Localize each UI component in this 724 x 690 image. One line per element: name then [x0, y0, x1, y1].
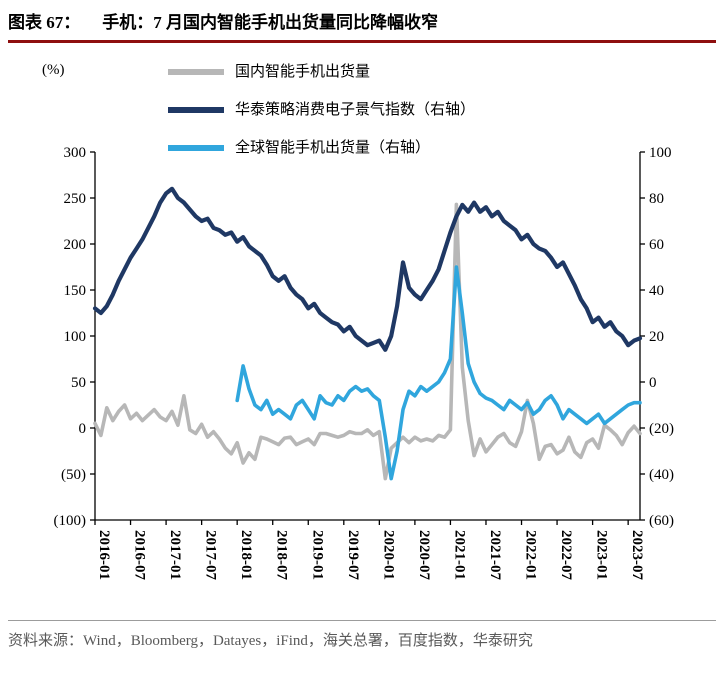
svg-text:2017-01: 2017-01 — [167, 530, 183, 580]
svg-text:100: 100 — [649, 145, 672, 161]
legend: 国内智能手机出货量 华泰策略消费电子景气指数（右轴） 全球智能手机出货量（右轴） — [168, 60, 475, 174]
legend-item: 华泰策略消费电子景气指数（右轴） — [168, 98, 475, 122]
legend-item: 国内智能手机出货量 — [168, 60, 475, 84]
legend-swatch — [168, 145, 224, 151]
legend-label: 国内智能手机出货量 — [235, 64, 371, 80]
svg-text:2018-01: 2018-01 — [238, 530, 254, 580]
svg-text:0: 0 — [649, 375, 657, 391]
svg-text:100: 100 — [64, 329, 87, 345]
svg-text:2020-07: 2020-07 — [416, 530, 432, 580]
svg-text:2019-07: 2019-07 — [345, 530, 361, 580]
svg-text:2023-07: 2023-07 — [629, 530, 645, 580]
svg-text:2018-07: 2018-07 — [274, 530, 290, 580]
svg-text:20: 20 — [649, 329, 664, 345]
chart-svg: 300250200150100500(50)(100)100806040200(… — [54, 145, 675, 580]
svg-text:(50): (50) — [61, 467, 86, 483]
svg-text:2016-01: 2016-01 — [96, 530, 112, 580]
svg-text:(40): (40) — [649, 467, 674, 483]
legend-swatch — [168, 107, 224, 113]
legend-swatch — [168, 69, 224, 75]
svg-text:250: 250 — [64, 191, 87, 207]
axis-unit-label: (%) — [42, 62, 65, 78]
svg-text:40: 40 — [649, 283, 664, 299]
svg-text:200: 200 — [64, 237, 87, 253]
figure-label: 图表 67： — [8, 13, 81, 32]
source-text: 资料来源：Wind，Bloomberg，Datayes，iFind，海关总署，百… — [8, 633, 533, 649]
svg-text:2022-07: 2022-07 — [558, 530, 574, 580]
svg-text:(100): (100) — [54, 513, 87, 529]
svg-text:2022-01: 2022-01 — [523, 530, 539, 580]
svg-text:0: 0 — [79, 421, 87, 437]
svg-text:2020-01: 2020-01 — [380, 530, 396, 580]
legend-label: 华泰策略消费电子景气指数（右轴） — [235, 102, 476, 118]
svg-text:2019-01: 2019-01 — [309, 530, 325, 580]
svg-text:(60): (60) — [649, 513, 674, 529]
svg-text:2021-01: 2021-01 — [451, 530, 467, 580]
svg-text:50: 50 — [71, 375, 86, 391]
figure-title: 手机：7 月国内智能手机出货量同比降幅收窄 — [102, 13, 438, 32]
svg-text:80: 80 — [649, 191, 664, 207]
svg-text:150: 150 — [64, 283, 87, 299]
svg-text:2021-07: 2021-07 — [487, 530, 503, 580]
svg-text:300: 300 — [64, 145, 87, 161]
svg-text:60: 60 — [649, 237, 664, 253]
svg-text:(20): (20) — [649, 421, 674, 437]
svg-text:2016-07: 2016-07 — [132, 530, 148, 580]
svg-text:2023-01: 2023-01 — [594, 530, 610, 580]
legend-item: 全球智能手机出货量（右轴） — [168, 136, 475, 160]
figure-header: 图表 67： 手机：7 月国内智能手机出货量同比降幅收窄 — [8, 8, 716, 43]
legend-label: 全球智能手机出货量（右轴） — [235, 140, 431, 156]
svg-text:2017-07: 2017-07 — [203, 530, 219, 580]
source-note: 资料来源：Wind，Bloomberg，Datayes，iFind，海关总署，百… — [8, 620, 716, 654]
